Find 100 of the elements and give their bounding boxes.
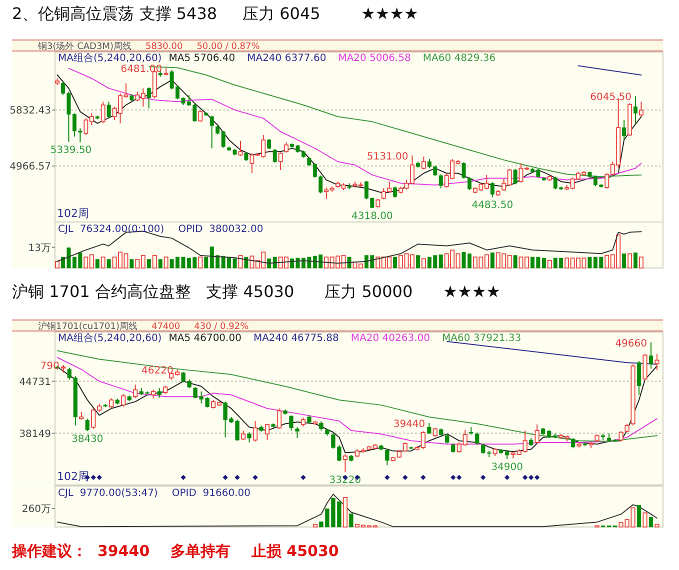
text: 790 <box>40 361 60 372</box>
text: MA240 46775.88 <box>253 333 339 344</box>
text: 4483.50 <box>472 200 514 212</box>
text: 46220 <box>142 366 174 377</box>
candlestick <box>210 115 214 149</box>
bar <box>347 256 352 268</box>
bar <box>636 504 642 528</box>
candlestick <box>252 420 258 442</box>
candlestick <box>421 156 426 170</box>
chart-title: 2、伦铜高位震荡 支撑 5438 压力 6045 ★★★★ <box>12 4 418 23</box>
candlestick <box>121 394 126 408</box>
bar <box>349 514 354 528</box>
candlestick <box>272 148 277 164</box>
bar <box>490 252 494 268</box>
annotation: CJL 9770.00(53:47) <box>58 488 158 499</box>
y-tick-label: 4966.57 <box>10 161 51 172</box>
bar <box>106 259 111 268</box>
text: 39440 <box>393 419 426 430</box>
candlestick <box>106 101 111 118</box>
candlestick <box>284 142 289 154</box>
text: MA240 6377.60 <box>247 53 326 64</box>
bar <box>393 256 398 268</box>
bar <box>634 252 638 268</box>
candlestick <box>240 430 246 441</box>
annotation: 430 / 0.92% <box>194 322 250 332</box>
annotation: 102周 <box>57 470 89 483</box>
candlestick <box>157 388 162 398</box>
candlestick <box>238 140 243 156</box>
text: 5131.00 <box>366 151 408 162</box>
candlestick <box>445 433 450 444</box>
text: 4318.00 <box>351 210 393 222</box>
candlestick <box>289 414 294 432</box>
candlestick <box>654 354 660 371</box>
candlestick <box>264 423 270 441</box>
candlestick <box>462 162 466 180</box>
text: 5830.00 <box>145 42 183 52</box>
candlestick <box>534 424 540 444</box>
candlestick <box>278 152 283 170</box>
text: 操作建议： 39440 多单持有 止损 45030 <box>11 542 339 560</box>
bar <box>158 259 162 268</box>
annotation: 47400 <box>151 322 180 332</box>
candlestick <box>146 86 151 109</box>
candlestick <box>133 384 138 399</box>
y-tick-label: 38149 <box>19 428 51 440</box>
candlestick <box>451 442 456 454</box>
candlestick <box>618 430 624 442</box>
candlestick <box>319 420 324 432</box>
text: MA20 5006.58 <box>338 53 411 64</box>
candlestick <box>427 422 432 434</box>
candlestick <box>109 398 114 409</box>
text: MA5 46700.00 <box>168 333 242 344</box>
chart-subtitle: 沪铜1701(cu1701)周线 <box>38 321 138 332</box>
bar <box>146 259 151 268</box>
candlestick <box>295 426 300 439</box>
candlestick <box>642 354 648 381</box>
text: 49660 <box>615 338 648 350</box>
candlestick <box>636 360 642 396</box>
candlestick <box>393 186 398 198</box>
text: 5339.50 <box>50 144 92 156</box>
legend-title: MA组合(5,240,20,60) <box>58 52 162 64</box>
bar <box>438 254 443 268</box>
annotation: OPID 91660.00 <box>172 488 250 499</box>
candlestick <box>85 418 90 432</box>
bar <box>416 255 420 268</box>
text: MA60 4829.36 <box>422 53 496 64</box>
chart-title: 沪铜 1701 合约高位盘整 支撑 45030 压力 50000 ★★★★ <box>12 282 501 301</box>
chart-subtitle: 铜3(场外 CAD3M)周线 <box>37 41 132 52</box>
annotation: CJL 76324.00(0:100) <box>58 224 164 235</box>
candlestick <box>100 101 106 124</box>
bar <box>622 254 626 268</box>
bar <box>648 517 654 528</box>
candlestick <box>385 448 390 466</box>
candlestick <box>267 138 272 150</box>
bar <box>513 255 518 268</box>
text: 6481.00 <box>120 64 162 76</box>
candlestick <box>648 342 654 370</box>
candlestick <box>639 101 644 118</box>
candlestick <box>468 176 472 190</box>
candlestick <box>475 432 480 446</box>
annotation: OPID 380032.00 <box>178 224 264 235</box>
candlestick <box>342 454 348 473</box>
text: 38430 <box>71 434 104 446</box>
bar <box>244 256 248 268</box>
legend-title: MA组合(5,240,20,60) <box>58 332 162 344</box>
y-tick-label: 44731 <box>19 376 51 388</box>
text: MA60 37921.33 <box>442 333 522 344</box>
text: MA20 40263.00 <box>350 333 430 344</box>
text: 34900 <box>491 462 524 473</box>
y-tick-label: 5832.43 <box>10 106 51 117</box>
bar <box>95 259 100 268</box>
candlestick <box>513 168 518 185</box>
text: 260万 <box>22 504 51 516</box>
candlestick <box>438 174 443 189</box>
candlestick <box>571 438 576 449</box>
candlestick <box>247 432 252 443</box>
candlestick <box>490 182 494 198</box>
text: 6045.50 <box>590 92 632 104</box>
candlestick <box>276 408 282 430</box>
bar <box>204 256 208 268</box>
series-label: MA5 5706.40 <box>168 53 236 64</box>
